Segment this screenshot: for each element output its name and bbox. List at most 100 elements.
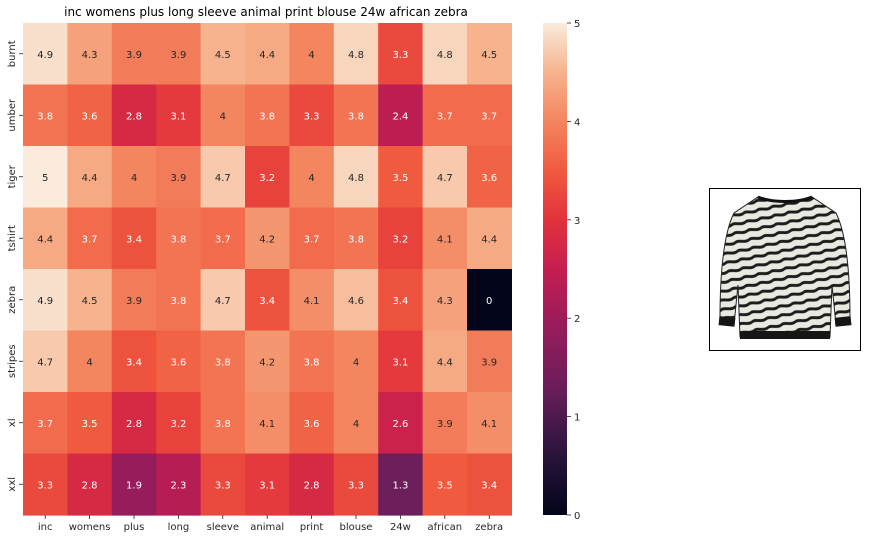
colorbar-gradient [543,23,567,515]
y-tick-label: xxl [7,477,18,492]
heatmap-cell [200,23,246,86]
cell-label: 4.8 [437,50,453,61]
heatmap-cell [156,453,202,516]
heatmap-cell [333,453,379,516]
cell-label: 3.8 [215,419,231,430]
cell-label: 4.7 [215,173,231,184]
cell-label: 3.1 [392,357,408,368]
x-tick-label: zebra [475,522,503,533]
heatmap-cell [156,146,202,209]
cell-label: 4.2 [259,234,275,245]
cell-label: 3.3 [348,480,364,491]
y-tick-label: tiger [7,164,18,188]
cell-label: 3.8 [304,357,320,368]
heatmap-cell [23,453,68,516]
cell-label: 4.1 [259,419,275,430]
cell-label: 1.9 [126,480,142,491]
cell-label: 3.4 [126,234,142,245]
colorbar-tick-label: 2 [574,314,580,325]
heatmap-cell [156,84,202,147]
heatmap-cell [333,207,379,270]
heatmap-cells: 4.9 4.3 3.9 3.9 4.5 4.4 4 4.8 3.3 4.8 4.5 3.8 3.6 2.8… [23,23,512,516]
heatmap-cell [467,330,512,393]
heatmap-cell [156,207,202,270]
cell-label: 3.7 [437,111,453,122]
heatmap-cell [67,146,113,209]
heatmap-cell [289,330,335,393]
cell-label: 3.6 [82,111,98,122]
cell-label: 4.5 [481,50,497,61]
x-tick-label: womens [69,522,111,533]
cell-label: 3.3 [37,480,53,491]
heatmap-cell [467,146,512,209]
heatmap-cell [289,146,335,209]
cell-label: 4.9 [37,296,53,307]
cell-label: 4.1 [481,419,497,430]
cell-label: 4.4 [481,234,497,245]
cell-label: 3.9 [437,419,453,430]
heatmap-cell [378,207,424,270]
cell-label: 4.3 [82,50,98,61]
cell-label: 1.3 [392,480,408,491]
colorbar: 0 1 2 3 4 5 [543,19,580,522]
cell-label: 4 [220,111,226,122]
cell-label: 4 [308,50,314,61]
heatmap-cell [200,146,246,209]
heatmap-cell [67,269,113,332]
cell-label: 3.9 [126,296,142,307]
heatmap-cell [378,330,424,393]
cell-label: 4.4 [437,357,453,368]
x-axis: inc womens plus long sleeve animal print blouse… [38,515,503,533]
cell-label: 4.6 [348,296,364,307]
cell-label: 3.4 [259,296,275,307]
cell-label: 3.7 [304,234,320,245]
heatmap-cell [23,269,68,332]
heatmap-cell [378,392,424,455]
cell-label: 4.7 [215,296,231,307]
cell-label: 2.8 [82,480,98,491]
cell-label: 3.6 [304,419,320,430]
heatmap-cell [378,84,424,147]
heatmap-cell [289,453,335,516]
cell-label: 3.1 [259,480,275,491]
cell-label: 3.5 [392,173,408,184]
heatmap-cell [245,269,290,332]
cell-label: 3.2 [392,234,408,245]
y-axis: burnt umber tiger tshirt zebra stripes xl xxl [7,40,23,492]
heatmap-cell [111,23,157,86]
cell-label: 3.9 [170,173,186,184]
colorbar-tick-label: 0 [574,511,580,522]
colorbar-tick-label: 3 [574,216,580,227]
heatmap-cell [289,207,335,270]
heatmap-cell [23,23,68,86]
y-tick-label: tshirt [7,225,18,251]
cell-label: 2.4 [392,111,408,122]
heatmap-cell [333,330,379,393]
heatmap-cell [333,23,379,86]
cell-label: 4.8 [348,50,364,61]
cell-label: 5 [42,173,48,184]
heatmap-cell [200,207,246,270]
cell-label: 3.8 [259,111,275,122]
heatmap-cell [378,146,424,209]
cell-label: 3.9 [170,50,186,61]
cell-label: 2.8 [126,419,142,430]
cell-label: 3.9 [126,50,142,61]
heatmap-cell [23,146,68,209]
cell-label: 3.8 [170,234,186,245]
heatmap-cell [245,207,290,270]
heatmap-cell [422,146,468,209]
y-tick-label: xl [7,418,18,427]
heatmap-cell [245,23,290,86]
heatmap-cell [467,207,512,270]
y-tick-label: stripes [7,344,18,378]
heatmap-cell [333,269,379,332]
heatmap-cell [467,453,512,516]
cell-label: 4 [353,357,359,368]
heatmap-cell [333,146,379,209]
x-tick-label: print [300,522,324,533]
heatmap-cell [156,269,202,332]
cell-label: 3.8 [37,111,53,122]
cell-label: 4.9 [37,50,53,61]
